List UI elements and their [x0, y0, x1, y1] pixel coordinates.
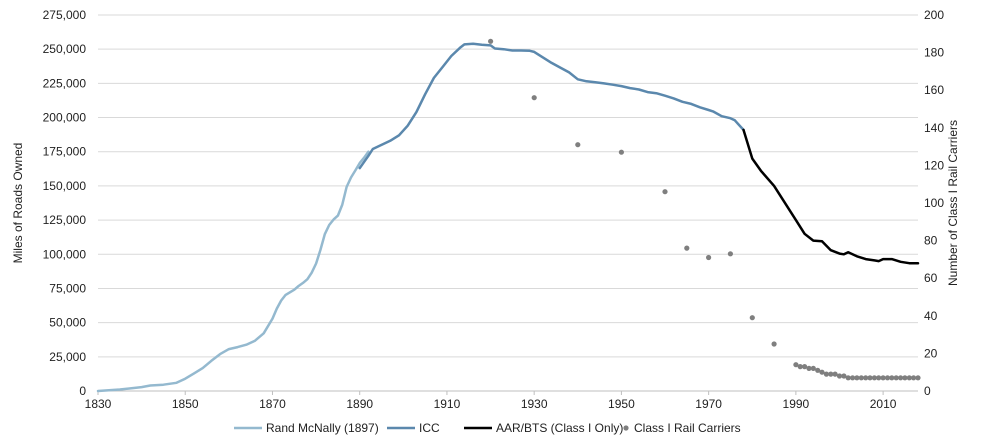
y-tick-label: 0 [79, 384, 86, 398]
data-point-class-i-rail-carriers [797, 364, 803, 370]
data-point-class-i-rail-carriers [810, 365, 816, 371]
data-point-class-i-rail-carriers [802, 364, 808, 370]
y2-tick-label: 80 [924, 234, 938, 248]
data-point-class-i-rail-carriers [684, 245, 690, 251]
y2-tick-label: 180 [924, 46, 944, 60]
x-tick-label: 1910 [434, 397, 461, 411]
data-point-class-i-rail-carriers [915, 375, 921, 381]
y2-tick-label: 20 [924, 346, 938, 360]
data-point-class-i-rail-carriers [893, 375, 899, 381]
legend-swatch-class-i-rail-carriers [623, 425, 629, 431]
y2-tick-label: 100 [924, 196, 944, 210]
series-line-aar-bts-class-i-only [742, 128, 920, 265]
data-point-class-i-rail-carriers [618, 149, 625, 155]
data-point-class-i-rail-carriers [880, 375, 886, 381]
gridlines [98, 14, 918, 358]
data-point-class-i-rail-carriers [793, 362, 799, 368]
data-point-class-i-rail-carriers [815, 367, 821, 373]
plot-area [96, 38, 921, 393]
x-tick-label: 1950 [608, 397, 635, 411]
y-tick-label: 225,000 [43, 76, 87, 90]
y2-tick-label: 120 [924, 158, 944, 172]
series-line-icc [358, 42, 745, 170]
data-point-class-i-rail-carriers [876, 375, 882, 381]
data-point-class-i-rail-carriers [863, 375, 869, 381]
y2-tick-label: 40 [924, 309, 938, 323]
data-point-class-i-rail-carriers [854, 375, 860, 381]
x-axis: 1830 1850 1870 1890 1910 1930 1950 1970 1990 2010 [85, 390, 918, 411]
y-tick-label: 200,000 [43, 111, 87, 125]
data-point-class-i-rail-carriers [662, 189, 668, 195]
data-point-class-i-rail-carriers [575, 142, 581, 148]
series-line-rand-mcnally-1897 [96, 150, 370, 393]
x-tick-label: 1870 [259, 397, 286, 411]
y-tick-label: 50,000 [49, 316, 86, 330]
legend-label: AAR/BTS (Class I Only) [496, 421, 623, 435]
data-point-class-i-rail-carriers [832, 371, 838, 377]
data-point-class-i-rail-carriers [858, 375, 864, 381]
y-axis-title: Miles of Roads Owned [11, 143, 25, 264]
y2-tick-label: 0 [924, 384, 931, 398]
data-point-class-i-rail-carriers [841, 373, 847, 379]
x-tick-label: 2010 [870, 397, 897, 411]
y-tick-label: 125,000 [43, 213, 87, 227]
y2-tick-label: 140 [924, 121, 944, 135]
legend-label: Class I Rail Carriers [634, 421, 741, 435]
x-tick-label: 1850 [172, 397, 199, 411]
y2-tick-label: 200 [924, 8, 944, 22]
x-tick-label: 1830 [85, 397, 112, 411]
y2-tick-label: 60 [924, 271, 938, 285]
data-point-class-i-rail-carriers [727, 251, 734, 257]
legend-label: ICC [419, 421, 440, 435]
y-tick-label: 250,000 [43, 42, 87, 56]
data-point-class-i-rail-carriers [828, 371, 834, 377]
legend: Rand McNally (1897) ICC AAR/BTS (Class I O… [234, 421, 741, 435]
data-point-class-i-rail-carriers [884, 375, 891, 381]
y-tick-label: 100,000 [43, 247, 87, 261]
data-point-class-i-rail-carriers [906, 375, 912, 381]
x-tick-label: 1930 [521, 397, 548, 411]
y-tick-label: 75,000 [49, 281, 86, 295]
data-point-class-i-rail-carriers [911, 375, 917, 381]
y2-axis-title: Number of Class I Rail Carriers [946, 120, 960, 286]
y-tick-label: 175,000 [43, 145, 87, 159]
data-point-class-i-rail-carriers [771, 341, 777, 347]
x-tick-label: 1890 [346, 397, 373, 411]
data-point-class-i-rail-carriers [488, 38, 494, 44]
data-point-class-i-rail-carriers [889, 375, 895, 381]
x-tick-label: 1990 [783, 397, 810, 411]
legend-label: Rand McNally (1897) [266, 421, 379, 435]
data-point-class-i-rail-carriers [823, 371, 830, 377]
y-tick-label: 25,000 [49, 350, 86, 364]
data-point-class-i-rail-carriers [836, 373, 843, 379]
data-point-class-i-rail-carriers [845, 375, 851, 381]
data-point-class-i-rail-carriers [706, 254, 712, 261]
data-point-class-i-rail-carriers [902, 375, 908, 381]
data-point-class-i-rail-carriers [898, 375, 904, 381]
data-point-class-i-rail-carriers [850, 375, 856, 381]
y-axis-right: 0 20 40 60 80 100 120 140 160 180 200 [924, 8, 944, 398]
data-point-class-i-rail-carriers [806, 365, 812, 371]
y-axis-left: 0 25,000 50,000 75,000 100,000 125,000 150,000… [43, 8, 87, 398]
data-point-class-i-rail-carriers [749, 315, 755, 321]
y2-tick-label: 160 [924, 83, 944, 97]
data-point-class-i-rail-carriers [867, 375, 873, 381]
x-tick-label: 1970 [695, 397, 722, 411]
y-tick-label: 275,000 [43, 8, 87, 22]
data-point-class-i-rail-carriers [819, 369, 825, 375]
data-point-class-i-rail-carriers [871, 375, 878, 381]
y-tick-label: 150,000 [43, 179, 87, 193]
data-point-class-i-rail-carriers [531, 95, 537, 101]
